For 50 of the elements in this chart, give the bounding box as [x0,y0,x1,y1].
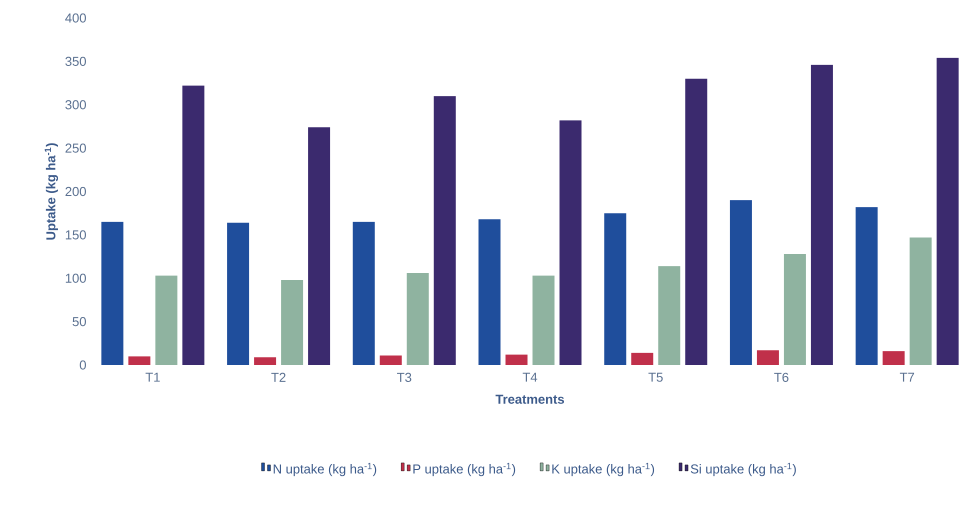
bar [658,266,680,365]
bar [532,276,555,365]
bar [380,355,402,365]
bar [882,351,905,365]
bar [730,200,752,365]
y-tick-label: 350 [65,56,86,66]
y-tick-label: 0 [80,360,86,370]
bar [810,64,833,365]
bar [308,127,330,365]
bar [910,237,932,365]
x-tick-label: T5 [648,372,663,382]
x-tick-label: T6 [774,372,788,382]
y-tick-label: 50 [72,317,86,326]
x-tick-label: T3 [397,372,412,382]
bar [756,350,779,365]
bar [128,356,150,365]
legend-label: Si uptake (kg ha$^{-1}$) [690,462,796,476]
y-tick-label: 300 [65,100,86,110]
x-tick-label: T7 [900,372,914,382]
x-tick-label: T1 [146,372,160,382]
legend-label: K uptake (kg ha$^{-1}$) [552,462,654,476]
bar [182,86,204,365]
bar [604,213,626,365]
x-tick-label: T4 [522,372,538,382]
y-tick-label: 400 [65,13,86,23]
y-tick-label: 100 [66,274,86,283]
bar [685,78,708,365]
bar [560,120,582,365]
bar [101,222,124,365]
x-axis-title: Treatments [496,394,564,404]
y-tick-label: 200 [66,186,86,196]
bar [281,280,304,365]
legend-label: P uptake (kg ha$^{-1}$) [413,462,516,476]
bar [631,352,654,365]
bar [155,276,178,365]
bar [254,357,276,365]
legend-label: N uptake (kg ha$^{-1}$) [274,462,376,476]
x-tick-label: T2 [271,372,286,382]
bar [936,58,959,365]
bar [784,254,806,365]
y-tick-label: 250 [66,144,86,153]
bar [434,96,456,365]
bar [227,222,250,365]
y-tick-label: 150 [66,230,86,240]
bar [352,222,375,365]
bar [506,354,528,365]
bar [856,207,878,365]
bar [406,273,429,365]
y-axis-title: Uptake (kg ha$^{-1}$) [44,143,58,240]
bar [478,219,501,365]
